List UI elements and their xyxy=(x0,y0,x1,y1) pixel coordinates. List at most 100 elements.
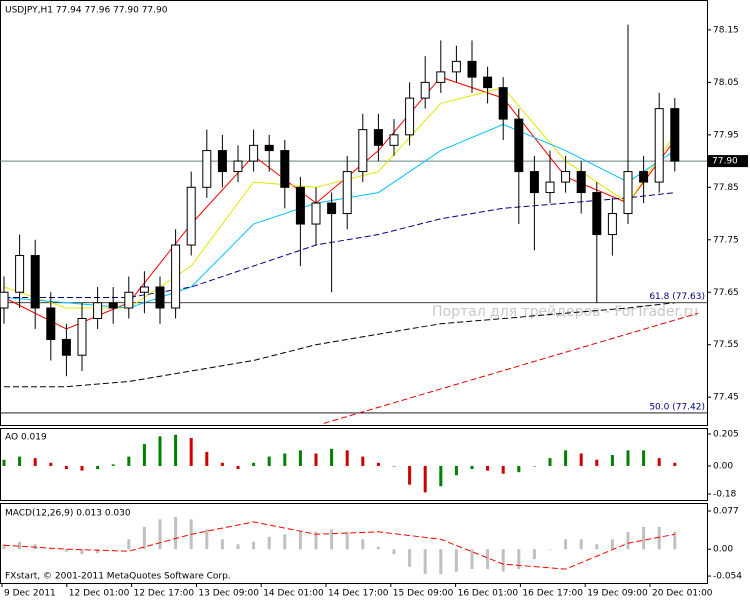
y-tick-label: 78.15 xyxy=(713,25,739,35)
candle-body xyxy=(670,108,680,162)
macd-bar xyxy=(96,549,100,554)
candle-body xyxy=(311,202,321,225)
candle-body xyxy=(249,144,259,162)
ao-bar xyxy=(408,465,412,485)
ao-bar xyxy=(283,453,287,466)
ao-bar xyxy=(80,465,84,471)
ao-bar xyxy=(298,450,302,466)
x-tick-label: 19 Dec 09:00 xyxy=(587,589,648,599)
macd-bar xyxy=(64,549,68,552)
y-tick-label: -0.054 xyxy=(713,572,742,582)
price-tag xyxy=(708,155,748,168)
candle-body xyxy=(639,171,649,183)
x-tick-label: 14 Dec 17:00 xyxy=(328,589,389,599)
ao-bar xyxy=(220,462,224,466)
candle-body xyxy=(576,171,586,194)
macd-bar xyxy=(423,549,427,575)
ao-bar xyxy=(642,450,646,466)
candle-body xyxy=(139,286,149,293)
ao-bar xyxy=(548,458,552,466)
candle-body xyxy=(545,181,555,194)
macd-bar xyxy=(470,549,474,570)
ao-bar xyxy=(252,462,256,466)
ao-bar xyxy=(174,434,178,466)
candle-body xyxy=(358,129,368,173)
ao-bar xyxy=(64,465,68,470)
macd-bar xyxy=(49,549,53,550)
candle-body xyxy=(295,186,305,225)
main-panel xyxy=(0,0,708,426)
macd-bar xyxy=(220,539,224,550)
candle-body xyxy=(108,302,118,309)
candle-body xyxy=(327,202,337,215)
macd-bar xyxy=(454,549,458,572)
y-tick-label: 0.077 xyxy=(713,506,739,516)
candle-body xyxy=(155,286,165,309)
y-tick-label: 77.55 xyxy=(713,340,739,350)
ao-bar xyxy=(330,448,334,466)
ao-bar xyxy=(470,465,474,470)
ao-bar xyxy=(626,450,630,466)
signal-line xyxy=(3,521,675,570)
ao-bar xyxy=(486,465,490,471)
ao-panel xyxy=(0,428,708,501)
candle-body xyxy=(217,150,227,173)
macd-bar xyxy=(657,526,661,550)
ao-bar xyxy=(142,444,146,466)
candle-body xyxy=(15,255,25,293)
ao-bar xyxy=(33,458,37,466)
macd-bar xyxy=(252,541,256,550)
ao-bar xyxy=(439,465,443,487)
candle-body xyxy=(561,171,571,183)
macd-bar xyxy=(610,539,614,550)
x-tick-label: 12 Dec 01:00 xyxy=(69,589,130,599)
candle-body xyxy=(405,97,415,136)
macd-bar xyxy=(158,519,162,550)
candle-body xyxy=(623,171,633,215)
ao-bar xyxy=(158,436,162,466)
macd-bar xyxy=(111,549,115,550)
macd-bar xyxy=(298,531,302,550)
candle-body xyxy=(61,338,71,356)
watermark: Портал для трейдеров - ForTrader.ru xyxy=(432,304,698,320)
x-tick-label: 16 Dec 17:00 xyxy=(522,589,583,599)
candle-body xyxy=(280,150,290,188)
candle-body xyxy=(451,60,461,73)
y-tick-label: 78.05 xyxy=(713,78,739,88)
ao-bar xyxy=(96,465,100,470)
macd-bar xyxy=(361,539,365,550)
footer: FXstart, © 2001-2011 MetaQuotes Software… xyxy=(5,572,231,582)
macd-bar xyxy=(2,544,6,550)
macd-bar xyxy=(174,516,178,550)
candle-body xyxy=(30,255,40,309)
ao-bar xyxy=(610,455,614,466)
candle-body xyxy=(529,171,539,194)
ao-bar xyxy=(2,459,6,466)
y-tick-label: 77.85 xyxy=(713,183,739,193)
macd-panel xyxy=(0,503,708,584)
ao-bar xyxy=(361,456,365,466)
macd-bar xyxy=(236,544,240,550)
ao-bar xyxy=(673,462,677,466)
candle-body xyxy=(93,302,103,319)
ao-bar xyxy=(18,456,22,466)
candle-body xyxy=(171,244,181,309)
candle-body xyxy=(607,213,617,236)
ao-bar xyxy=(314,453,318,466)
ao-title: AO 0.019 xyxy=(5,433,47,443)
macd-bar xyxy=(392,549,396,555)
candle-body xyxy=(186,186,196,246)
y-tick-label: 77.65 xyxy=(713,288,739,298)
macd-bar xyxy=(267,536,271,550)
y-tick-label: 0.00 xyxy=(713,545,733,555)
y-tick-label: 77.95 xyxy=(713,130,739,140)
macd-bar xyxy=(376,546,380,550)
candle-body xyxy=(233,160,243,173)
macd-bar xyxy=(18,541,22,550)
candle-body xyxy=(514,118,524,173)
ao-bar xyxy=(532,465,536,467)
macd-bar xyxy=(127,539,131,550)
ao-bar xyxy=(517,465,521,473)
candle-body xyxy=(483,76,493,89)
